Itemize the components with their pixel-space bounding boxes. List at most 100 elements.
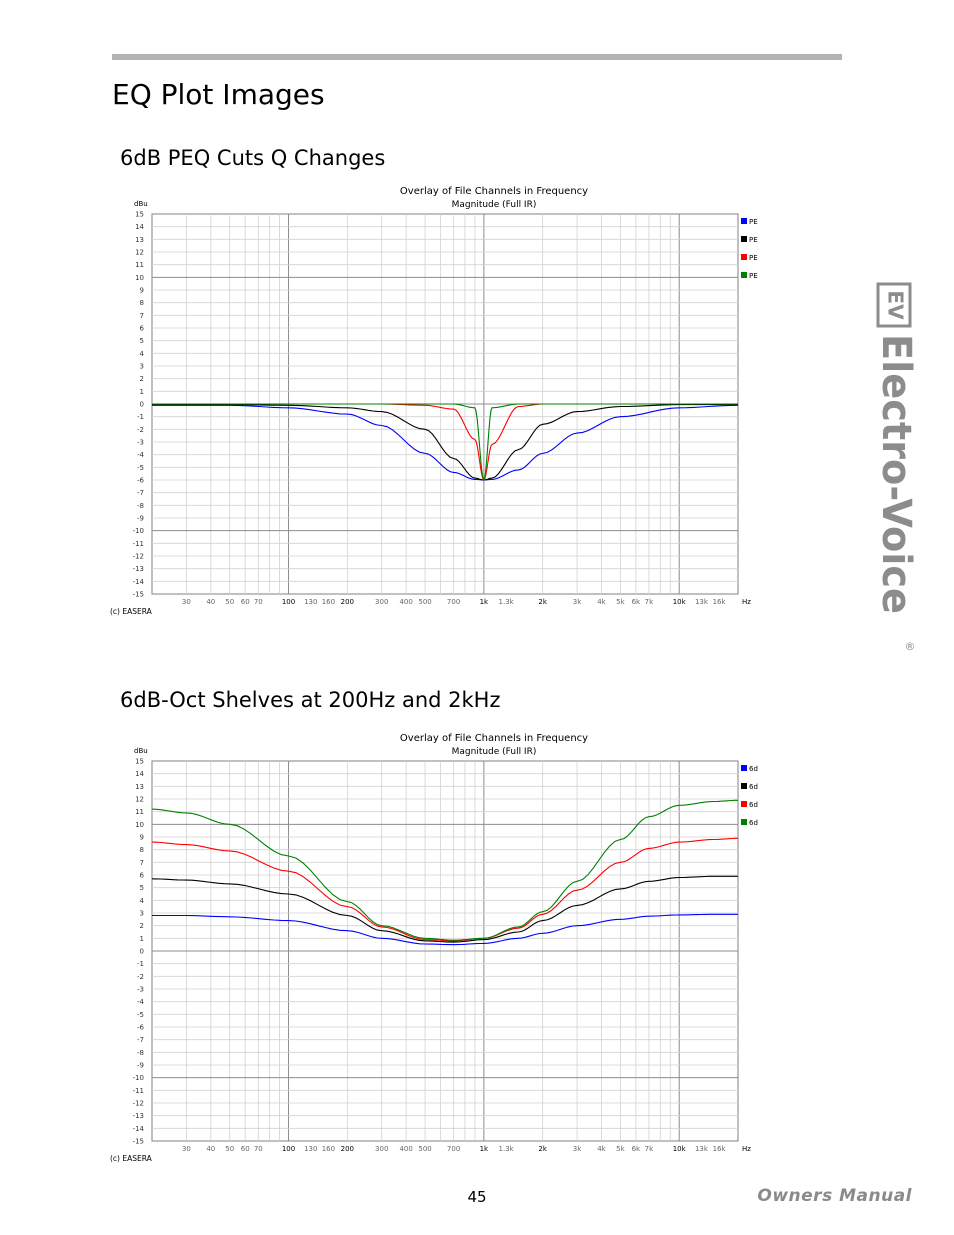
ev-logo-box [876, 282, 912, 328]
x-tick-label: 50 [225, 598, 234, 606]
x-tick-label: 200 [341, 598, 354, 606]
x-tick-label: 13k [695, 1145, 709, 1153]
series-line-1 [152, 913, 738, 946]
y-tick-label: -5 [137, 464, 144, 472]
x-axis-unit: Hz [742, 598, 751, 606]
y-tick-label: 13 [135, 236, 144, 244]
y-tick-label: 10 [135, 274, 144, 282]
chart-subtitle: Magnitude (Full IR) [452, 200, 537, 210]
legend-swatch [741, 272, 747, 278]
y-tick-label: 12 [135, 249, 144, 257]
series-line-1 [152, 404, 739, 481]
x-tick-label: 500 [418, 1145, 431, 1153]
x-tick-label: 2k [538, 598, 547, 606]
x-tick-label: 7k [645, 1145, 654, 1153]
x-tick-label: 5k [616, 1145, 625, 1153]
y-tick-label: 11 [135, 808, 144, 816]
y-tick-label: 9 [140, 834, 144, 842]
y-tick-label: 3 [140, 363, 144, 371]
y-tick-label: 15 [135, 211, 144, 219]
y-tick-label: -8 [137, 502, 144, 510]
x-tick-label: 70 [254, 598, 263, 606]
legend-label: PEQ 1kHz Q0.5 -6dB [749, 218, 758, 226]
x-tick-label: 16k [713, 1145, 727, 1153]
y-tick-label: -4 [137, 998, 145, 1006]
y-tick-label: 4 [140, 897, 145, 905]
x-tick-label: 1.3k [499, 598, 515, 606]
y-tick-label: -1 [137, 413, 144, 421]
x-tick-label: 60 [241, 1145, 250, 1153]
y-tick-label: -3 [137, 439, 144, 447]
x-tick-label: 1k [480, 598, 489, 606]
chart-title: Overlay of File Channels in Frequency [400, 733, 588, 744]
y-tick-label: 5 [140, 884, 144, 892]
x-tick-label: 2k [538, 1145, 547, 1153]
chart-title: Overlay of File Channels in Frequency [400, 186, 588, 197]
series-line-2 [152, 404, 738, 481]
x-tick-label: 60 [241, 598, 250, 606]
x-tick-label: 30 [182, 598, 191, 606]
y-tick-label: 1 [140, 388, 144, 396]
y-tick-label: -14 [133, 1125, 145, 1133]
y-tick-label: -8 [137, 1049, 144, 1057]
y-tick-label: 10 [135, 821, 144, 829]
x-tick-label: 70 [254, 1145, 263, 1153]
x-tick-label: 3k [573, 598, 582, 606]
y-tick-label: -10 [133, 527, 144, 535]
legend-swatch [741, 218, 747, 224]
manual-label: Owners Manual [757, 1186, 912, 1206]
x-tick-label: 130 [304, 598, 317, 606]
legend-swatch [741, 236, 747, 242]
x-tick-label: 40 [206, 1145, 215, 1153]
x-tick-label: 400 [399, 598, 412, 606]
section-title-peq: 6dB PEQ Cuts Q Changes [120, 146, 386, 170]
legend-label: 6dB Shelves +6dB [749, 783, 758, 791]
legend-label: PEQ 1kHz Q5.0 -6dB [749, 254, 758, 262]
legend-label: 6dB Shelves +9dB [749, 801, 758, 809]
x-tick-label: 7k [645, 598, 654, 606]
legend-label: 6dB Shelves +12dB [749, 819, 758, 827]
y-tick-label: 0 [140, 948, 144, 956]
x-axis-unit: Hz [742, 1145, 751, 1153]
x-tick-label: 700 [447, 598, 460, 606]
x-tick-label: 30 [182, 1145, 191, 1153]
y-tick-label: -2 [137, 973, 144, 981]
y-tick-label: -9 [137, 515, 144, 523]
legend-swatch [741, 765, 747, 771]
y-tick-label: -15 [133, 591, 144, 599]
y-tick-label: 15 [135, 758, 144, 766]
electro-voice-logo: EV Electro-Voice ® [862, 282, 922, 662]
x-tick-label: 6k [632, 598, 641, 606]
y-tick-label: 1 [140, 935, 144, 943]
y-tick-label: 8 [140, 299, 144, 307]
peq-cuts-chart-svg: Overlay of File Channels in Frequency Mag… [110, 186, 758, 616]
x-tick-label: 10k [673, 598, 687, 606]
legend-label: PEQ 1kHz Q20.0 -6dB [749, 272, 758, 280]
series-line-4 [151, 799, 738, 941]
x-tick-label: 500 [418, 598, 431, 606]
chart-subtitle: Magnitude (Full IR) [452, 747, 537, 757]
x-tick-label: 1k [480, 1145, 489, 1153]
legend-swatch [741, 254, 747, 260]
x-tick-label: 100 [282, 598, 295, 606]
x-tick-label: 4k [597, 598, 606, 606]
y-tick-label: -9 [137, 1062, 144, 1070]
x-tick-label: 10k [673, 1145, 687, 1153]
y-tick-label: -7 [137, 489, 144, 497]
y-tick-label: -10 [133, 1074, 144, 1082]
y-tick-label: 14 [135, 770, 144, 778]
y-tick-label: 0 [140, 401, 144, 409]
legend-label: PEQ 1kHz Q1.0 -6dB [749, 236, 758, 244]
y-tick-label: 8 [140, 846, 144, 854]
y-tick-label: -6 [137, 1024, 145, 1032]
x-tick-label: 130 [304, 1145, 317, 1153]
top-rule [112, 54, 842, 60]
y-tick-label: 2 [140, 922, 144, 930]
legend-swatch [741, 783, 747, 789]
x-tick-label: 4k [597, 1145, 606, 1153]
x-tick-label: 160 [322, 1145, 335, 1153]
legend-label: 6dB Shelves +3dB [749, 765, 758, 773]
y-tick-label: -13 [133, 1112, 144, 1120]
y-tick-label: -11 [133, 540, 144, 548]
y-tick-label: -1 [137, 960, 144, 968]
